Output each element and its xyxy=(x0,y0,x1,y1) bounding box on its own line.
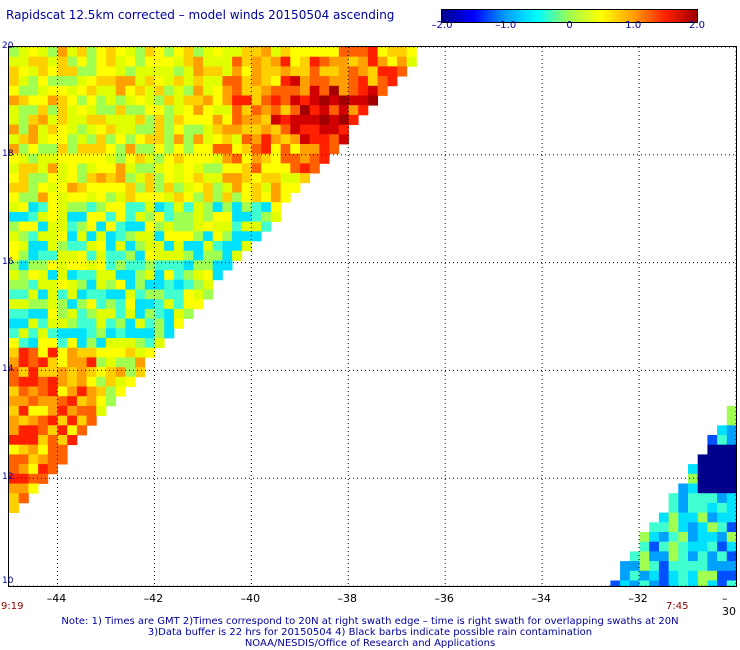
x-tick-label: –44 xyxy=(46,592,67,605)
colorbar-tick-label: 1.0 xyxy=(625,20,642,31)
map-svg xyxy=(9,47,736,586)
y-tick-label: 10 xyxy=(2,576,14,586)
map-panel xyxy=(8,46,737,587)
wind-difference-cells xyxy=(9,47,736,586)
y-tick-label: 14 xyxy=(2,364,14,375)
colorbar-tick-label: 0 xyxy=(566,20,573,31)
x-tick-label: –34 xyxy=(531,592,551,605)
x-tick-label: –42 xyxy=(143,592,164,605)
colorbar xyxy=(441,9,698,23)
colorbar-tick-label: –2.0 xyxy=(431,20,453,31)
colorbar-tick-label: –1.0 xyxy=(495,20,517,31)
y-tick-label: 20 xyxy=(2,41,14,51)
time-right: 7:45 xyxy=(666,601,689,612)
x-tick-label: –30 xyxy=(722,592,736,618)
x-tick-label: –38 xyxy=(337,592,358,605)
y-tick-label: 12 xyxy=(2,472,14,483)
colorbar-tick-label: 2.0 xyxy=(689,20,705,31)
note-line-3: NOAA/NESDIS/Office of Research and Appli… xyxy=(244,638,496,649)
note-line-1: Note: 1) Times are GMT 2)Times correspon… xyxy=(61,616,679,627)
y-tick-label: 18 xyxy=(2,148,14,159)
chart-title: Rapidscat 12.5km corrected – model winds… xyxy=(6,8,395,22)
x-tick-label: –36 xyxy=(434,592,454,605)
time-left: 9:19 xyxy=(1,601,24,612)
x-tick-label: –40 xyxy=(240,592,261,605)
x-tick-label: –32 xyxy=(628,592,648,605)
note-line-2: 3)Data buffer is 22 hrs for 20150504 4) … xyxy=(147,627,593,638)
y-tick-label: 16 xyxy=(2,256,14,267)
